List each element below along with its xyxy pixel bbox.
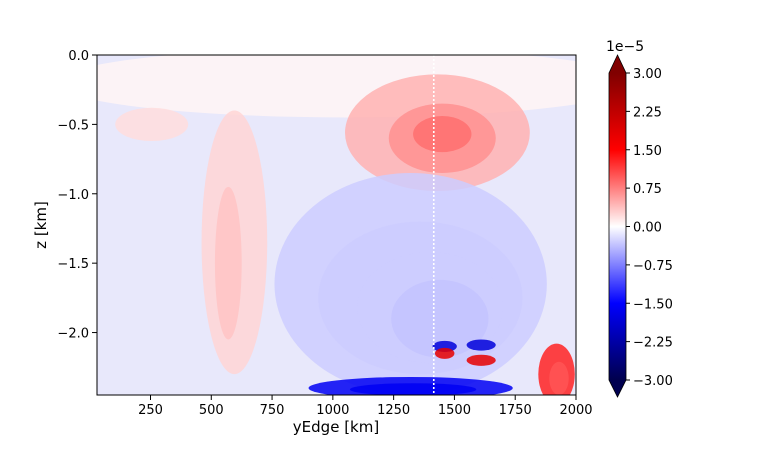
colorbar-extend-max: [609, 55, 626, 73]
colorbar-ticks: 3.00 2.25 1.50 0.75 0.00 −0.75 −1.50 −2.25 −3.00: [626, 67, 673, 389]
colorbar-multiplier: 1e−5: [606, 39, 644, 55]
x-axis: 250 500 750 1000 1250 1500 1750 2000: [138, 395, 593, 418]
contour-region: [466, 354, 496, 366]
contour-region: [97, 55, 576, 118]
colorbar-tick-label: −1.50: [633, 297, 673, 312]
colorbar-tick-label: 2.25: [633, 105, 662, 120]
y-axis: 0.0 −0.5 −1.0 −1.5 −2.0: [57, 49, 97, 342]
x-tick-label: 1000: [316, 403, 349, 418]
x-axis-label: yEdge [km]: [293, 418, 379, 436]
x-tick-label: 2000: [559, 403, 592, 418]
colorbar-tick-label: 0.75: [633, 182, 662, 197]
x-tick-label: 500: [199, 403, 224, 418]
colorbar-tick-label: −3.00: [633, 374, 673, 389]
y-tick-label: 0.0: [68, 49, 89, 64]
colorbar-body: [609, 73, 626, 380]
contour-region: [413, 116, 472, 153]
contour-region: [549, 361, 569, 395]
colorbar-tick-label: 3.00: [633, 67, 662, 82]
contour-region: [214, 186, 242, 340]
y-tick-label: −1.0: [57, 188, 89, 203]
y-tick-label: −0.5: [57, 118, 89, 133]
x-tick-label: 1500: [438, 403, 471, 418]
colorbar-tick-label: −2.25: [633, 336, 673, 351]
y-tick-label: −1.5: [57, 257, 89, 272]
contour-region: [115, 107, 189, 142]
x-tick-label: 1250: [377, 403, 410, 418]
colorbar-tick-label: 1.50: [633, 144, 662, 159]
contour-region: [466, 339, 496, 351]
x-tick-label: 750: [260, 403, 285, 418]
plot-area: [96, 54, 577, 396]
contour-region: [349, 383, 477, 395]
x-tick-label: 250: [138, 403, 163, 418]
colorbar-tick-label: −0.75: [633, 259, 673, 274]
x-tick-label: 1750: [499, 403, 532, 418]
contour-region: [391, 279, 489, 358]
field-contours: [97, 55, 576, 395]
colorbar-tick-label: 0.00: [633, 221, 662, 236]
colorbar-extend-min: [609, 380, 626, 397]
contour-region: [434, 347, 455, 359]
y-tick-label: −2.0: [57, 327, 89, 342]
y-axis-label: z [km]: [32, 201, 50, 249]
plot-frame: [96, 54, 577, 396]
colorbar: 3.00 2.25 1.50 0.75 0.00 −0.75 −1.50 −2.25 −3.00…: [606, 39, 673, 398]
